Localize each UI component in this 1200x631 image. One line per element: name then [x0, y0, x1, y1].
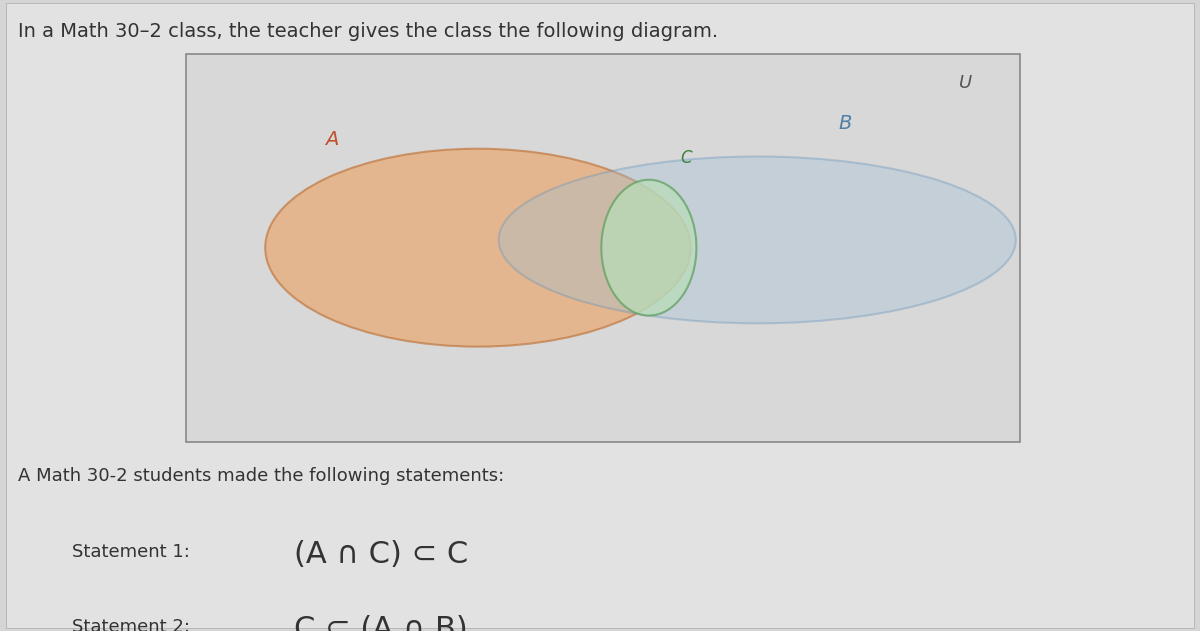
Text: U: U: [959, 74, 972, 91]
Text: A: A: [325, 129, 338, 148]
Text: C: C: [680, 150, 692, 167]
Text: In a Math 30–2 class, the teacher gives the class the following diagram.: In a Math 30–2 class, the teacher gives …: [18, 22, 718, 41]
Text: Statement 1:: Statement 1:: [72, 543, 196, 561]
Bar: [186, 54, 1020, 442]
Ellipse shape: [499, 156, 1016, 323]
Text: C ⊂ (A ∩ B): C ⊂ (A ∩ B): [294, 615, 468, 631]
Text: A Math 30-2 students made the following statements:: A Math 30-2 students made the following …: [18, 467, 504, 485]
Text: (A ∩ C) ⊂ C: (A ∩ C) ⊂ C: [294, 540, 468, 569]
Text: Statement 2:: Statement 2:: [72, 618, 196, 631]
Ellipse shape: [265, 149, 690, 346]
Text: B: B: [838, 114, 852, 133]
Ellipse shape: [601, 180, 696, 316]
